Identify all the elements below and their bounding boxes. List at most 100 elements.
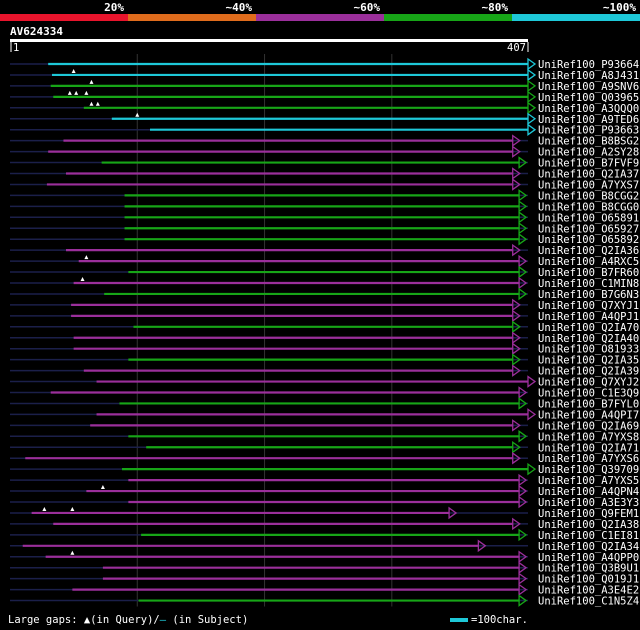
- hit-arrow: [518, 528, 528, 542]
- hit-arrow: [477, 539, 487, 553]
- hit-arrow: [518, 583, 528, 596]
- hit-arrow: [518, 254, 528, 268]
- query-gap-marker: [80, 277, 85, 281]
- identity-legend-label: 20%: [104, 1, 124, 14]
- hit-arrow: [518, 550, 528, 564]
- hit-label: UniRef100_B7FR60: [538, 267, 639, 279]
- hit-label: UniRef100_A3E4E2: [538, 585, 639, 597]
- query-gap-marker: [71, 68, 76, 73]
- hit-arrow: [512, 364, 521, 377]
- gaps-label: Large gaps:: [8, 614, 78, 626]
- hit-label: UniRef100_C1N5Z4: [538, 596, 639, 608]
- hit-arrow: [518, 473, 528, 487]
- subject-gap-icon: —: [159, 614, 167, 626]
- hit-label: UniRef100_B7G6N3: [538, 289, 639, 301]
- query-gap-marker: [100, 485, 105, 490]
- hit-arrow: [527, 57, 537, 71]
- hit-arrow: [527, 408, 537, 421]
- hit-arrow: [518, 495, 528, 509]
- hit-arrow: [527, 101, 537, 115]
- ruler-end-label: 407: [507, 42, 526, 54]
- hit-arrow: [527, 79, 537, 93]
- scale-bar-icon: [450, 618, 468, 622]
- hit-label: UniRef100_C1E3Q9: [538, 388, 639, 400]
- hit-label: UniRef100_Q03965: [538, 92, 639, 104]
- query-gap-marker: [89, 101, 94, 106]
- hit-arrow: [512, 134, 521, 147]
- hit-label: UniRef100_C1MIN8: [538, 278, 639, 290]
- hit-label: UniRef100_Q7XYJ1: [538, 300, 639, 312]
- hit-label: UniRef100_Q2IA38: [538, 519, 639, 531]
- hit-label: UniRef100_O65892: [538, 234, 639, 246]
- query-gap-marker: [67, 90, 72, 95]
- hit-label: UniRef100_P93663: [538, 125, 639, 137]
- hit-label: UniRef100_A9TED6: [538, 114, 639, 126]
- hit-arrow: [518, 221, 528, 235]
- hit-label: UniRef100_Q2IA70: [538, 322, 639, 334]
- hit-arrow: [518, 572, 528, 585]
- hit-arrow: [518, 430, 528, 443]
- hit-label: UniRef100_Q2IA40: [538, 333, 639, 345]
- hit-arrow: [518, 232, 528, 246]
- scale-legend: =100char.: [450, 614, 528, 626]
- hit-label: UniRef100_A4QPI7: [538, 409, 639, 421]
- hit-label: UniRef100_A7YXS6: [538, 453, 639, 465]
- hit-label: UniRef100_B7FYL0: [538, 398, 639, 410]
- hit-arrow: [518, 211, 528, 224]
- hit-arrow: [512, 440, 521, 454]
- identity-legend-label: ~80%: [482, 1, 509, 14]
- hit-label: UniRef100_Q2IA34: [538, 541, 639, 553]
- hit-arrow: [527, 375, 537, 388]
- hit-arrow: [527, 68, 537, 82]
- hit-arrow: [512, 517, 521, 531]
- hit-arrow: [518, 484, 528, 498]
- hit-arrow: [512, 331, 521, 345]
- hit-label: UniRef100_Q3B9U1: [538, 563, 639, 575]
- query-gap-marker: [95, 101, 100, 106]
- hit-label: UniRef100_Q2IA35: [538, 355, 639, 367]
- hit-arrow: [518, 287, 528, 301]
- hit-label: UniRef100_A9SNV6: [538, 81, 639, 93]
- hit-label: UniRef100_A7YXS5: [538, 475, 639, 487]
- hit-arrow: [527, 123, 537, 136]
- hit-label: UniRef100_Q7XYJ2: [538, 377, 639, 389]
- scale-label: =100char.: [471, 614, 528, 626]
- hit-arrow: [512, 451, 521, 465]
- query-gap-marker: [135, 112, 140, 117]
- hit-label: UniRef100_Q2IA71: [538, 442, 639, 454]
- hit-arrow: [518, 386, 528, 399]
- hit-arrow: [527, 112, 537, 126]
- query-name: AV624334: [10, 25, 63, 38]
- hit-label: UniRef100_A7YXS8: [538, 431, 639, 443]
- hit-label: UniRef100_O65891: [538, 212, 639, 224]
- hit-arrow: [527, 462, 537, 476]
- query-gap-marker: [70, 550, 75, 555]
- hit-arrow: [518, 397, 528, 410]
- hit-label: UniRef100_B7FVF9: [538, 158, 639, 170]
- hit-label: UniRef100_Q2IA39: [538, 366, 639, 378]
- hit-arrow: [518, 276, 528, 290]
- hit-label: UniRef100_A4QPN4: [538, 486, 639, 498]
- query-gap-marker: [84, 255, 89, 260]
- hit-arrow: [512, 320, 521, 334]
- query-gap-marker: [89, 79, 94, 84]
- query-gap-marker: [74, 90, 79, 95]
- hit-arrow: [512, 298, 521, 312]
- hit-label: UniRef100_A4QPP0: [538, 552, 639, 564]
- hit-arrow: [512, 419, 521, 432]
- hit-arrow: [512, 309, 521, 323]
- in-subject-label: (in Subject): [172, 614, 249, 626]
- hit-arrow: [512, 353, 521, 366]
- hit-label: UniRef100_Q9FEM1: [538, 508, 639, 520]
- query-ruler: [10, 39, 528, 42]
- hit-label: UniRef100_Q019J1: [538, 574, 639, 586]
- query-gap-icon: ▲: [83, 614, 91, 626]
- hit-arrow: [512, 178, 521, 191]
- identity-legend-segment: [256, 14, 385, 21]
- hit-label: UniRef100_A4RXC5: [538, 256, 639, 268]
- identity-legend-segment: [512, 14, 640, 21]
- hit-arrow: [518, 189, 528, 202]
- identity-legend-segment: [128, 14, 257, 21]
- identity-legend-label: ~100%: [603, 1, 636, 14]
- identity-legend-label: ~60%: [354, 1, 381, 14]
